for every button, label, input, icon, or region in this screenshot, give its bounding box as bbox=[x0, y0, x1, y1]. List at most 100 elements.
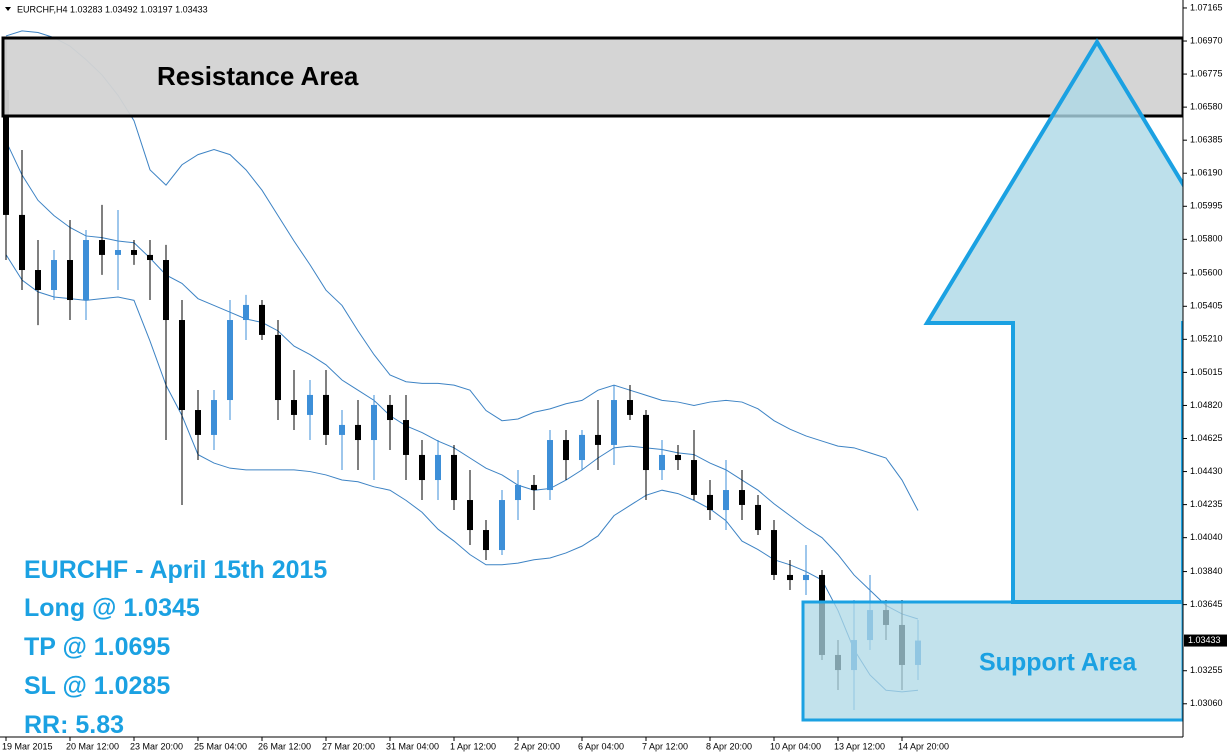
candle-body bbox=[3, 90, 9, 215]
band-line bbox=[5, 30, 919, 511]
candle-body bbox=[435, 454, 441, 481]
menu-icon bbox=[5, 7, 11, 11]
candle-body bbox=[371, 404, 377, 441]
x-tick-label: 8 Apr 20:00 bbox=[706, 741, 752, 751]
last-price-box bbox=[1184, 634, 1227, 647]
x-tick-label: 6 Apr 04:00 bbox=[578, 741, 624, 751]
candle-body bbox=[163, 260, 169, 321]
annotation: TP @ 1.0695 bbox=[24, 633, 170, 661]
resistance-box bbox=[1, 36, 1185, 118]
candle-body bbox=[483, 530, 489, 551]
candle-body bbox=[531, 484, 537, 491]
price-axis bbox=[1183, 0, 1227, 756]
y-tick-label: 1.03060 bbox=[1190, 698, 1223, 708]
y-tick-label: 1.05995 bbox=[1190, 201, 1223, 211]
candle-body bbox=[547, 440, 553, 491]
y-tick-label: 1.05405 bbox=[1190, 301, 1223, 311]
candle-body bbox=[515, 484, 521, 501]
x-tick-label: 1 Apr 12:00 bbox=[450, 741, 496, 751]
candle-body bbox=[115, 250, 121, 255]
x-tick-label: 31 Mar 04:00 bbox=[386, 741, 439, 751]
candle-body bbox=[611, 400, 617, 445]
candle-body bbox=[291, 400, 297, 415]
x-tick-label: 27 Mar 20:00 bbox=[322, 741, 375, 751]
candle-body bbox=[739, 490, 745, 505]
candle-body bbox=[787, 574, 793, 581]
annotation: Long @ 1.0345 bbox=[24, 594, 200, 622]
resistance-label: Resistance Area bbox=[157, 61, 359, 91]
candle-body bbox=[147, 254, 153, 261]
y-tick-label: 1.05015 bbox=[1190, 367, 1223, 377]
candle-body bbox=[419, 454, 425, 481]
time-axis bbox=[0, 737, 1227, 756]
candle-body bbox=[275, 334, 281, 401]
candle-body bbox=[179, 320, 185, 411]
header: EURCHF,H4 1.03283 1.03492 1.03197 1.0343… bbox=[17, 4, 208, 14]
y-tick-label: 1.05800 bbox=[1190, 234, 1223, 244]
candle-body bbox=[595, 434, 601, 445]
x-tick-label: 2 Apr 20:00 bbox=[514, 741, 560, 751]
y-tick-label: 1.04820 bbox=[1190, 400, 1223, 410]
candle-body bbox=[131, 250, 137, 255]
y-tick-label: 1.06970 bbox=[1190, 35, 1223, 45]
x-tick-label: 13 Apr 12:00 bbox=[834, 741, 885, 751]
y-tick-label: 1.07165 bbox=[1190, 2, 1223, 12]
y-tick-label: 1.03840 bbox=[1190, 566, 1223, 576]
candle-body bbox=[467, 500, 473, 531]
candle-body bbox=[35, 270, 41, 291]
y-tick-label: 1.05210 bbox=[1190, 334, 1223, 344]
candle-body bbox=[227, 320, 233, 401]
candle-body bbox=[195, 410, 201, 435]
annotation: SL @ 1.0285 bbox=[24, 672, 170, 700]
x-tick-label: 7 Apr 12:00 bbox=[642, 741, 688, 751]
candle-body bbox=[403, 420, 409, 455]
x-tick-label: 14 Apr 20:00 bbox=[898, 741, 949, 751]
candle-body bbox=[691, 460, 697, 495]
candle-body bbox=[339, 424, 345, 435]
candle-body bbox=[707, 494, 713, 511]
support-label: Support Area bbox=[979, 649, 1138, 677]
candle-body bbox=[659, 454, 665, 471]
candle-body bbox=[803, 574, 809, 581]
candle-body bbox=[259, 304, 265, 335]
candle-body bbox=[307, 394, 313, 415]
x-tick-label: 23 Mar 20:00 bbox=[130, 741, 183, 751]
support-box bbox=[801, 600, 1185, 722]
y-tick-label: 1.04430 bbox=[1190, 466, 1223, 476]
candle-body bbox=[211, 400, 217, 435]
candle-body bbox=[771, 530, 777, 575]
candle-body bbox=[675, 454, 681, 461]
candle-body bbox=[51, 260, 57, 291]
x-tick-label: 25 Mar 04:00 bbox=[194, 741, 247, 751]
candle-body bbox=[723, 490, 729, 511]
y-tick-label: 1.04235 bbox=[1190, 499, 1223, 509]
annotation: EURCHF - April 15th 2015 bbox=[24, 556, 327, 584]
y-tick-label: 1.03645 bbox=[1190, 599, 1223, 609]
y-tick-label: 1.04625 bbox=[1190, 433, 1223, 443]
x-tick-label: 26 Mar 12:00 bbox=[258, 741, 311, 751]
y-tick-label: 1.06190 bbox=[1190, 168, 1223, 178]
annotation: RR: 5.83 bbox=[24, 711, 124, 739]
band-line bbox=[5, 140, 919, 620]
x-tick-label: 10 Apr 04:00 bbox=[770, 741, 821, 751]
candle-body bbox=[579, 434, 585, 461]
x-tick-label: 19 Mar 2015 bbox=[2, 741, 53, 751]
candle-body bbox=[243, 304, 249, 321]
candle-body bbox=[99, 240, 105, 255]
y-tick-label: 1.06385 bbox=[1190, 135, 1223, 145]
candle-body bbox=[67, 260, 73, 301]
candle-body bbox=[387, 404, 393, 421]
candle-body bbox=[563, 440, 569, 461]
candle-body bbox=[355, 424, 361, 441]
candle-body bbox=[627, 400, 633, 415]
candle-body bbox=[19, 214, 25, 271]
last-price-label: 1.03433 bbox=[1188, 635, 1221, 645]
band-line bbox=[5, 254, 919, 693]
candle-body bbox=[755, 504, 761, 531]
y-tick-label: 1.03255 bbox=[1190, 665, 1223, 675]
y-tick-label: 1.05600 bbox=[1190, 268, 1223, 278]
candle-body bbox=[499, 500, 505, 551]
y-tick-label: 1.06775 bbox=[1190, 68, 1223, 78]
